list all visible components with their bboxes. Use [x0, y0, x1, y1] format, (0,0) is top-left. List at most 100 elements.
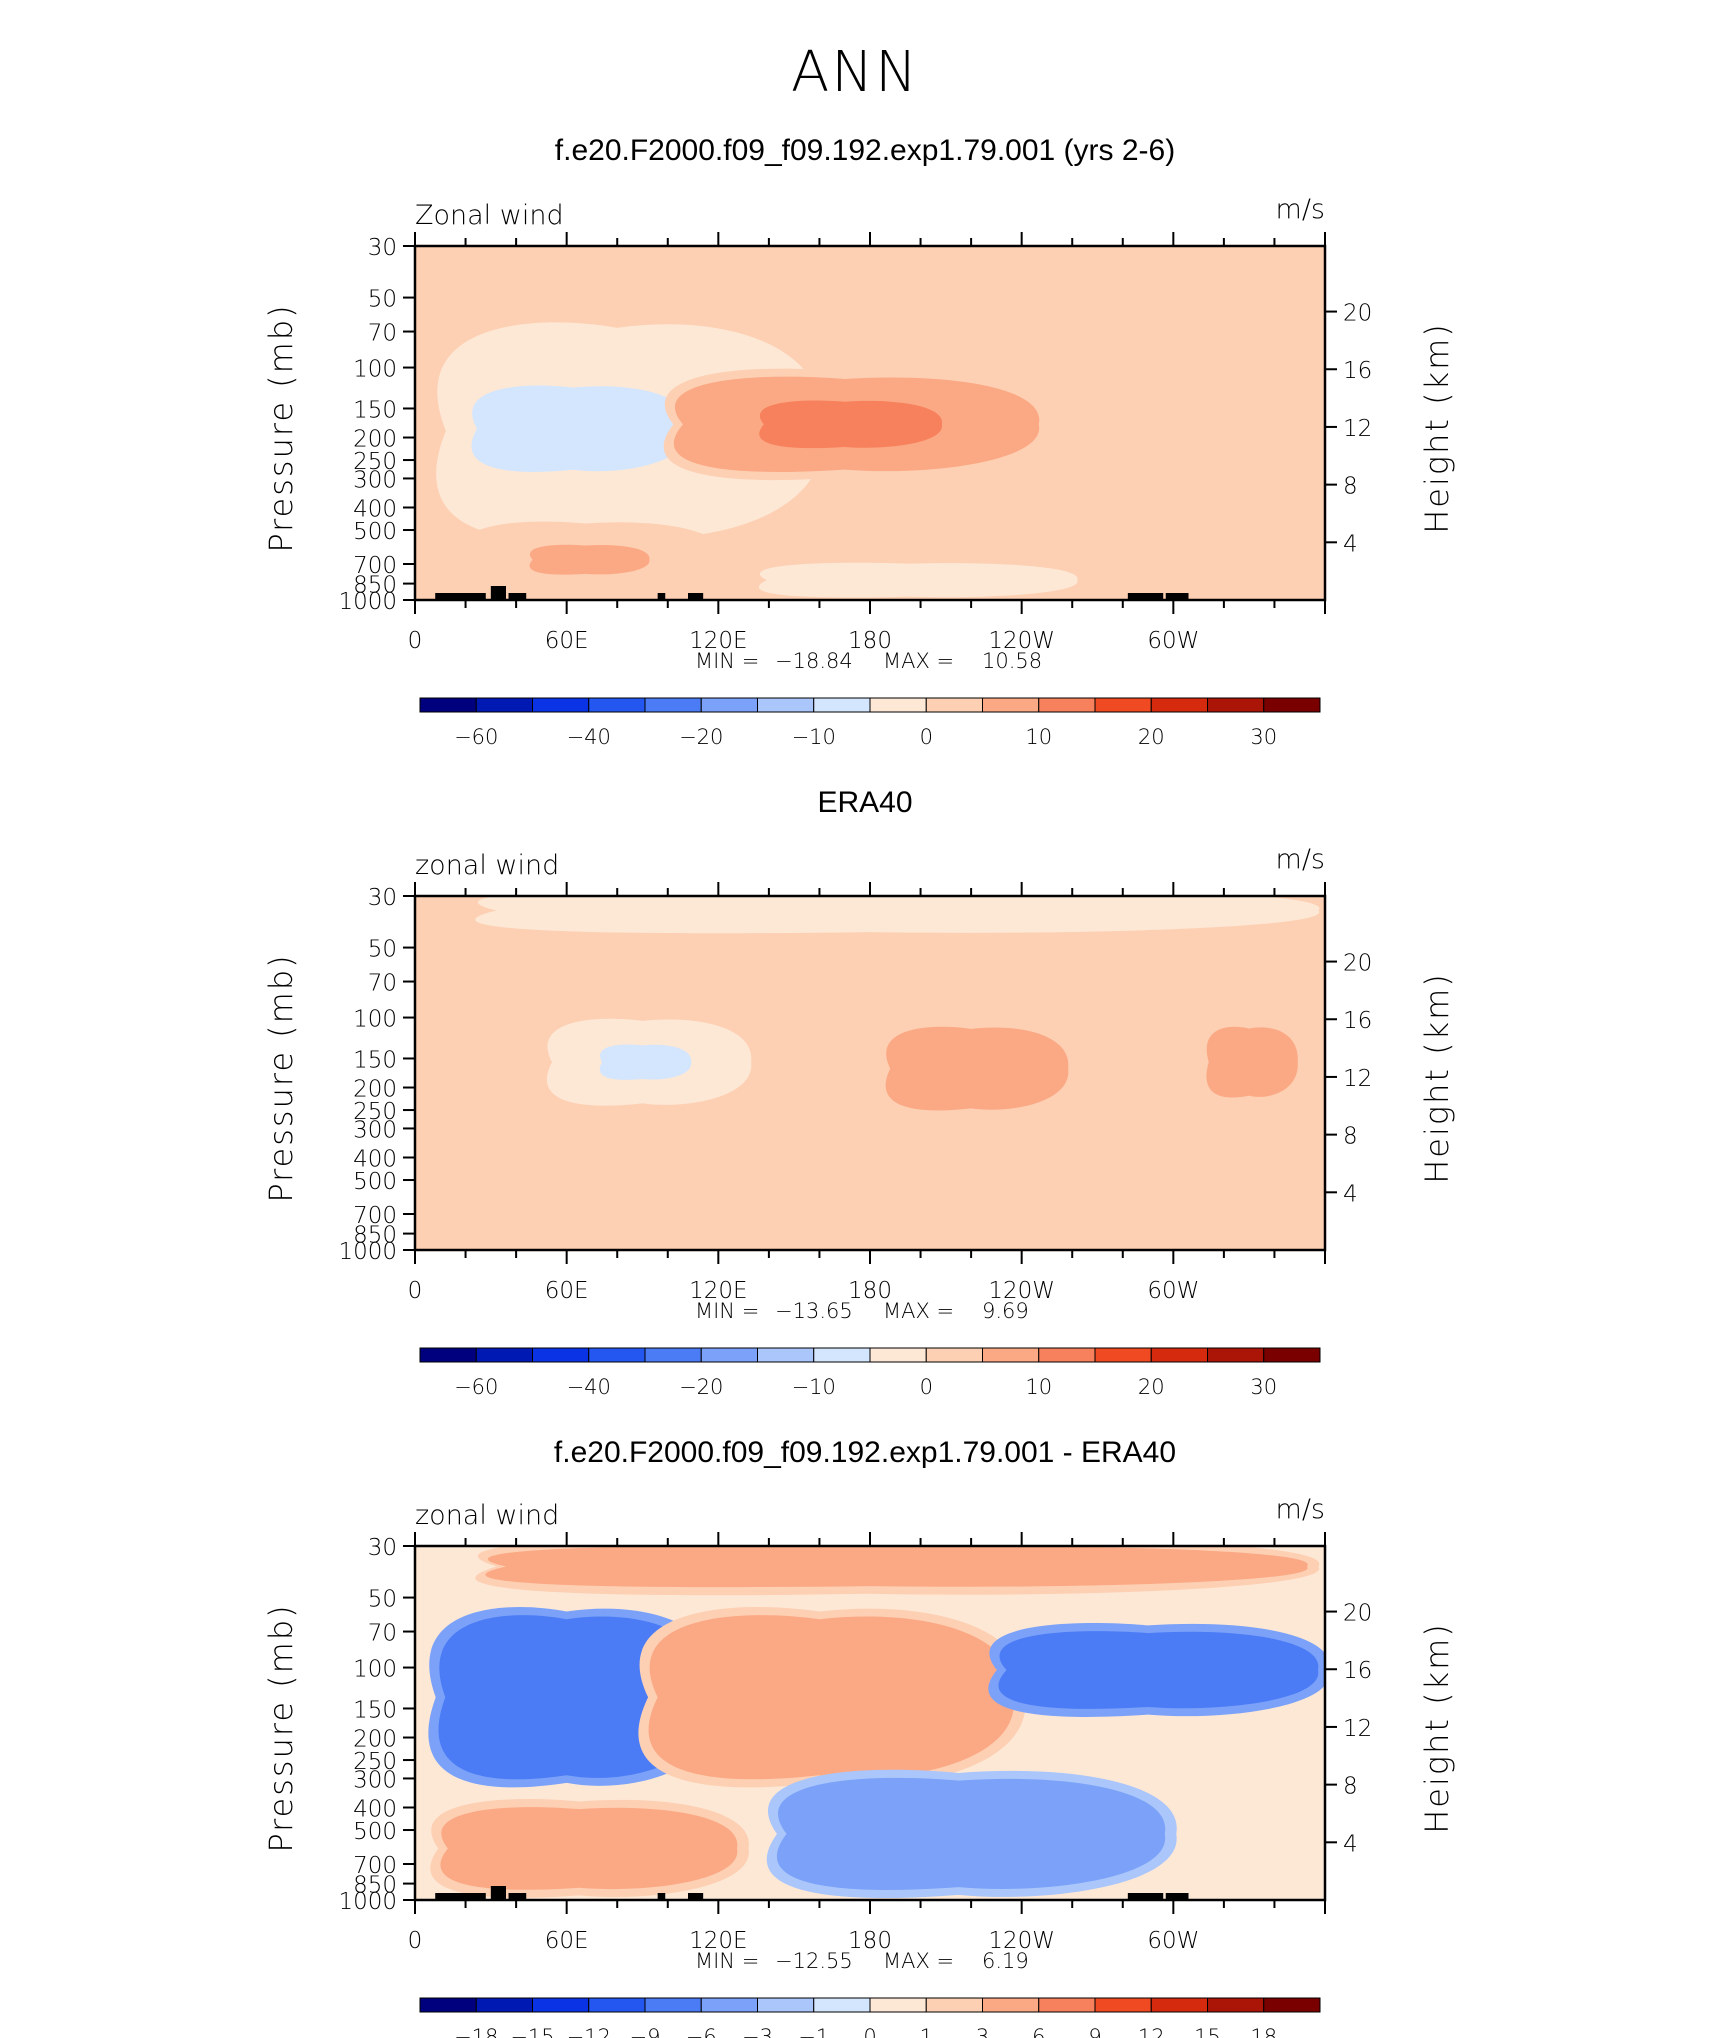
colorbar-swatch [475, 1347, 533, 1363]
y2-tick-label: 20 [1343, 301, 1372, 327]
contour-core [502, 1656, 640, 1739]
variable-label: zonal wind [415, 1500, 559, 1531]
x-tick-label: 0 [408, 1278, 423, 1304]
contour-field [415, 246, 1325, 600]
y-tick-label: 500 [353, 519, 397, 545]
x-tick-label: 0 [408, 628, 423, 654]
colorbar-swatch [1038, 1997, 1096, 2013]
topography-block [688, 1893, 704, 1900]
colorbar-swatch [644, 1347, 702, 1363]
stat-min-value: −18.84 [775, 649, 853, 673]
colorbar-label: −40 [567, 725, 611, 749]
contour-core [733, 1656, 917, 1739]
x-tick-label: 60W [1147, 628, 1199, 654]
y-tick-label: 200 [353, 1727, 397, 1753]
variable-label: zonal wind [415, 850, 559, 881]
stat-max-value: 6.19 [982, 1949, 1029, 1973]
y-tick-label: 300 [353, 467, 397, 493]
y2-tick-label: 12 [1343, 1066, 1372, 1092]
colorbar-swatch [813, 1997, 871, 2013]
contour-core [759, 400, 943, 449]
colorbar-swatch [1038, 1347, 1096, 1363]
y2-tick-label: 16 [1343, 1008, 1372, 1034]
colorbar-label: −1 [798, 2025, 829, 2038]
stat-min-label: MIN = [695, 1949, 759, 1973]
y2-tick-label: 4 [1343, 531, 1358, 557]
topography-block [1127, 1893, 1164, 1900]
contour-core [1073, 1650, 1234, 1690]
x-tick-label: 120E [689, 628, 747, 654]
stat-max-value: 9.69 [982, 1299, 1029, 1323]
stat-min-value: −13.65 [775, 1299, 853, 1323]
colorbar-label: −10 [792, 725, 836, 749]
y-tick-label: 250 [353, 1099, 397, 1125]
x-tick-label: 120W [988, 1928, 1055, 1954]
colorbar-label: 10 [1025, 1375, 1052, 1399]
y-axis-label: Pressure (mb) [262, 1603, 300, 1852]
colorbar-swatch [475, 1997, 533, 2013]
colorbar-swatch [1207, 697, 1265, 713]
colorbar-swatch [1207, 1997, 1265, 2013]
colorbar-swatch [757, 1997, 815, 2013]
y-tick-label: 1000 [338, 1889, 397, 1915]
colorbar-label: −12 [567, 2025, 611, 2038]
colorbar-label: −3 [742, 2025, 773, 2038]
panel-title: f.e20.F2000.f09_f09.192.exp1.79.001 (yrs… [555, 134, 1175, 167]
y2-tick-label: 8 [1343, 474, 1358, 500]
chart-panel-1: f.e20.F2000.f09_f09.192.exp1.79.001 (yrs… [262, 134, 1456, 749]
contour-core [677, 1556, 1089, 1577]
y2-tick-label: 8 [1343, 1124, 1358, 1150]
y-tick-label: 150 [353, 1697, 397, 1723]
contour-core [529, 544, 650, 575]
x-tick-label: 180 [848, 628, 892, 654]
colorbar-label: 30 [1250, 1375, 1277, 1399]
colorbar-swatch [757, 697, 815, 713]
y2-tick-label: 16 [1343, 358, 1372, 384]
y-tick-label: 30 [368, 885, 397, 911]
colorbar-label: 20 [1138, 1375, 1165, 1399]
y-tick-label: 100 [353, 1657, 397, 1683]
colorbar-label: −15 [510, 2025, 554, 2038]
y-tick-label: 150 [353, 397, 397, 423]
y-tick-label: 100 [353, 357, 397, 383]
topography-block [490, 1886, 506, 1900]
colorbar-swatch [1150, 1997, 1208, 2013]
y-tick-label: 500 [353, 1819, 397, 1845]
y-tick-label: 700 [353, 1203, 397, 1229]
topography-block [657, 1893, 666, 1900]
colorbar-label: −60 [454, 725, 498, 749]
colorbar-swatch [925, 697, 983, 713]
colorbar-label: 0 [863, 2025, 876, 2038]
y-tick-label: 500 [353, 1169, 397, 1195]
colorbar-swatch [982, 1997, 1040, 2013]
x-tick-label: 60E [545, 1278, 589, 1304]
contour-core [522, 407, 631, 451]
y-tick-label: 200 [353, 1077, 397, 1103]
colorbar-label: −40 [567, 1375, 611, 1399]
y-tick-label: 400 [353, 1796, 397, 1822]
topography-block [490, 586, 506, 600]
colorbar-label: −9 [630, 2025, 661, 2038]
colorbar-swatch [588, 1997, 646, 2013]
x-tick-label: 120E [689, 1928, 747, 1954]
colorbar-swatch [1263, 697, 1321, 713]
chart-panel-3: f.e20.F2000.f09_f09.192.exp1.79.001 - ER… [262, 1436, 1456, 2038]
stat-max-label: MAX = [883, 1299, 954, 1323]
colorbar-swatch [419, 1347, 477, 1363]
y-tick-label: 400 [353, 496, 397, 522]
topography-block [508, 1893, 527, 1900]
y2-tick-label: 4 [1343, 1181, 1358, 1207]
x-tick-label: 120W [988, 1278, 1055, 1304]
topography-block [1165, 593, 1189, 600]
colorbar-swatch [925, 1347, 983, 1363]
colorbar-swatch [532, 1347, 590, 1363]
colorbar-label: 18 [1250, 2025, 1277, 2038]
y-tick-label: 400 [353, 1146, 397, 1172]
colorbar-swatch [588, 1347, 646, 1363]
y-tick-label: 250 [353, 449, 397, 475]
y2-tick-label: 16 [1343, 1658, 1372, 1684]
stat-max-value: 10.58 [982, 649, 1042, 673]
y-tick-label: 50 [368, 937, 397, 963]
y2-axis-label: Height (km) [1418, 1622, 1456, 1834]
